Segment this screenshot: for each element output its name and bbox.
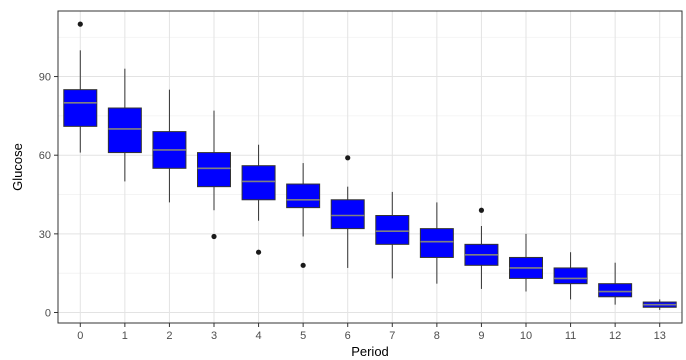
x-tick-label: 11 <box>565 330 576 342</box>
x-tick-label: 1 <box>122 330 128 342</box>
box-5 <box>286 163 321 268</box>
box-13 <box>642 299 677 310</box>
y-tick-label: 90 <box>39 72 51 84</box>
box-body <box>419 228 454 258</box>
box-4 <box>241 144 276 255</box>
x-tick-label: 0 <box>77 330 83 342</box>
box-3 <box>197 110 231 240</box>
x-tick-label: 7 <box>389 330 395 342</box>
box-body <box>63 89 98 127</box>
x-axis-title: Period <box>351 344 389 359</box>
x-tick-label: 10 <box>520 330 532 342</box>
outlier-point <box>211 233 217 240</box>
box-body <box>107 107 142 154</box>
box-body <box>241 165 276 201</box>
box-2 <box>152 89 187 203</box>
box-layer <box>63 21 677 310</box>
grid-lines <box>58 11 682 323</box>
x-tick-label: 6 <box>345 330 351 342</box>
outlier-point <box>77 21 83 27</box>
x-tick-label: 2 <box>166 330 172 342</box>
box-6 <box>330 155 365 268</box>
box-12 <box>598 262 633 305</box>
box-11 <box>553 252 588 300</box>
box-1 <box>107 68 142 182</box>
x-tick-label: 12 <box>609 330 621 342</box>
box-0 <box>63 21 98 153</box>
outlier-point <box>478 207 485 213</box>
y-tick-label: 0 <box>45 308 51 320</box>
box-10 <box>509 233 543 292</box>
box-body <box>553 267 588 285</box>
box-body <box>330 199 365 230</box>
box-8 <box>419 202 454 284</box>
y-axis-title: Glucose <box>10 143 25 191</box>
box-9 <box>464 207 499 289</box>
x-tick-label: 5 <box>300 330 306 342</box>
x-tick-label: 4 <box>256 330 262 342</box>
x-tick-label: 8 <box>434 330 440 342</box>
outlier-point <box>255 249 262 255</box>
x-tick-label: 13 <box>654 330 666 342</box>
box-body <box>598 283 633 298</box>
box-body <box>375 215 410 245</box>
x-tick-label: 9 <box>478 330 484 342</box>
y-tick-label: 60 <box>39 150 51 162</box>
x-tick-label: 3 <box>211 330 217 342</box>
outlier-point <box>345 155 351 161</box>
outlier-point <box>300 262 306 268</box>
plot-panel-border <box>57 10 683 324</box>
y-tick-label: 30 <box>39 229 51 241</box>
box-7 <box>375 191 410 279</box>
box-body <box>286 183 321 209</box>
box-body <box>197 152 231 188</box>
